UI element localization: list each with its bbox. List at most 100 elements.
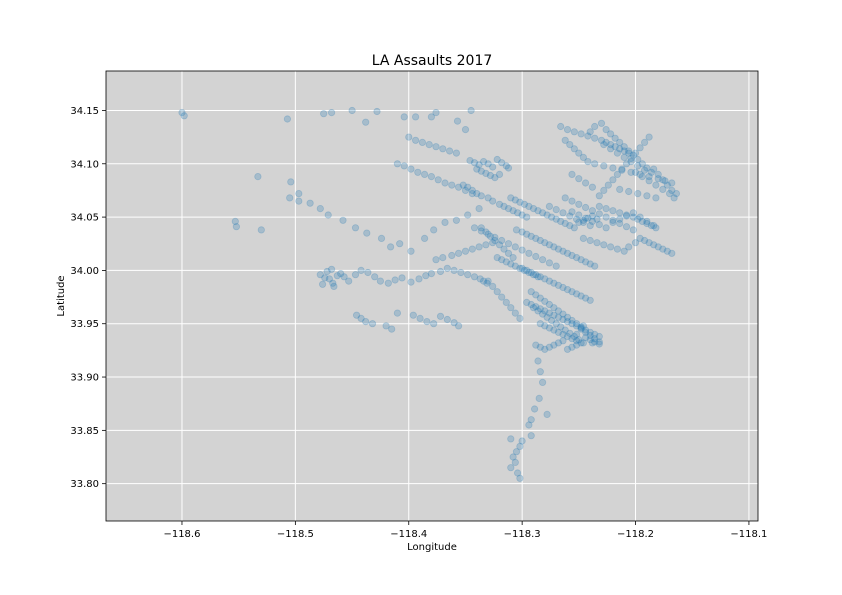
scatter-point: [466, 157, 474, 165]
scatter-point: [498, 236, 506, 245]
scatter-point: [231, 217, 239, 225]
scatter-point: [507, 194, 515, 202]
scatter-point: [398, 274, 406, 282]
scatter-point: [405, 133, 413, 141]
scatter-point: [620, 147, 628, 155]
scatter-point: [468, 245, 476, 253]
scatter-point: [572, 320, 581, 328]
scatter-point: [511, 458, 519, 466]
scatter-point: [484, 277, 492, 285]
scatter-point: [645, 173, 653, 181]
scatter-point: [477, 192, 485, 200]
scatter-point: [477, 224, 485, 232]
scatter-point: [568, 335, 576, 343]
scatter-point: [577, 130, 585, 138]
scatter-point: [572, 290, 581, 298]
scatter-point: [604, 181, 612, 189]
scatter-point: [520, 200, 529, 208]
scatter-point: [627, 168, 635, 176]
scatter-point: [595, 192, 603, 200]
scatter-point: [545, 300, 554, 309]
scatter-point: [538, 256, 547, 264]
scatter-point: [566, 329, 574, 337]
scatter-point: [668, 249, 676, 257]
scatter-point: [323, 267, 331, 276]
scatter-point: [597, 136, 606, 144]
scatter-point: [550, 341, 558, 349]
scatter-point: [511, 243, 519, 251]
scatter-point: [545, 309, 554, 317]
scatter-point: [348, 106, 356, 115]
x-axis-label: Longitude: [407, 542, 457, 553]
scatter-point: [386, 243, 395, 251]
scatter-point: [452, 149, 460, 157]
scatter-point: [568, 316, 576, 325]
scatter-point: [581, 214, 590, 222]
scatter-point: [579, 322, 588, 330]
scatter-point: [570, 224, 578, 232]
scatter-point: [295, 197, 303, 205]
scatter-point: [536, 294, 544, 302]
scatter-point: [557, 217, 565, 225]
scatter-point: [511, 262, 519, 270]
scatter-point: [362, 317, 370, 326]
scatter-point: [536, 368, 544, 376]
scatter-point: [613, 245, 622, 253]
scatter-point: [371, 273, 379, 281]
scatter-point: [393, 309, 401, 317]
y-tick-label: 33.85: [70, 426, 99, 437]
scatter-point: [362, 118, 370, 126]
scatter-point: [534, 307, 542, 315]
scatter-point: [321, 274, 329, 282]
scatter-point: [634, 155, 642, 164]
scatter-point: [473, 190, 481, 198]
scatter-point: [518, 264, 526, 272]
scatter-point: [518, 437, 526, 445]
scatter-point: [570, 332, 578, 341]
scatter-point: [486, 232, 494, 240]
scatter-point: [529, 271, 538, 279]
scatter-point: [504, 164, 513, 172]
scatter-point: [634, 162, 642, 170]
scatter-point: [532, 291, 540, 299]
scatter-point: [325, 275, 333, 283]
scatter-point: [634, 215, 642, 223]
scatter-point: [563, 285, 572, 294]
scatter-point: [232, 223, 240, 231]
scatter-point: [500, 202, 508, 210]
scatter-point: [570, 145, 578, 153]
scatter-point: [495, 170, 504, 178]
scatter-point: [489, 197, 497, 205]
scatter-point: [498, 256, 506, 264]
scatter-point: [470, 273, 479, 281]
scatter-point: [512, 448, 521, 456]
scatter-point: [473, 165, 481, 173]
scatter-point: [498, 159, 506, 167]
scatter-point: [559, 310, 567, 318]
scatter-point: [588, 217, 597, 225]
scatter-point: [529, 304, 538, 312]
scatter-point: [586, 236, 594, 245]
scatter-point: [547, 213, 556, 221]
scatter-point: [554, 339, 563, 347]
scatter-point: [516, 198, 524, 206]
x-tick-label: −118.4: [390, 529, 427, 540]
scatter-point: [477, 227, 485, 235]
scatter-point: [541, 307, 549, 315]
scatter-point: [489, 163, 497, 171]
scatter-point: [663, 247, 671, 255]
scatter-point: [563, 332, 572, 341]
scatter-point: [577, 325, 585, 333]
scatter-point: [464, 183, 472, 191]
scatter-point: [532, 271, 540, 279]
scatter-point: [470, 224, 479, 232]
scatter-point: [625, 147, 633, 155]
scatter-point: [330, 282, 338, 290]
plot-area: [106, 71, 758, 521]
scatter-point: [509, 453, 517, 461]
scatter-point: [448, 251, 456, 260]
scatter-point: [523, 298, 531, 306]
scatter-point: [541, 239, 549, 247]
scatter-point: [638, 217, 646, 225]
scatter-point: [636, 234, 644, 242]
